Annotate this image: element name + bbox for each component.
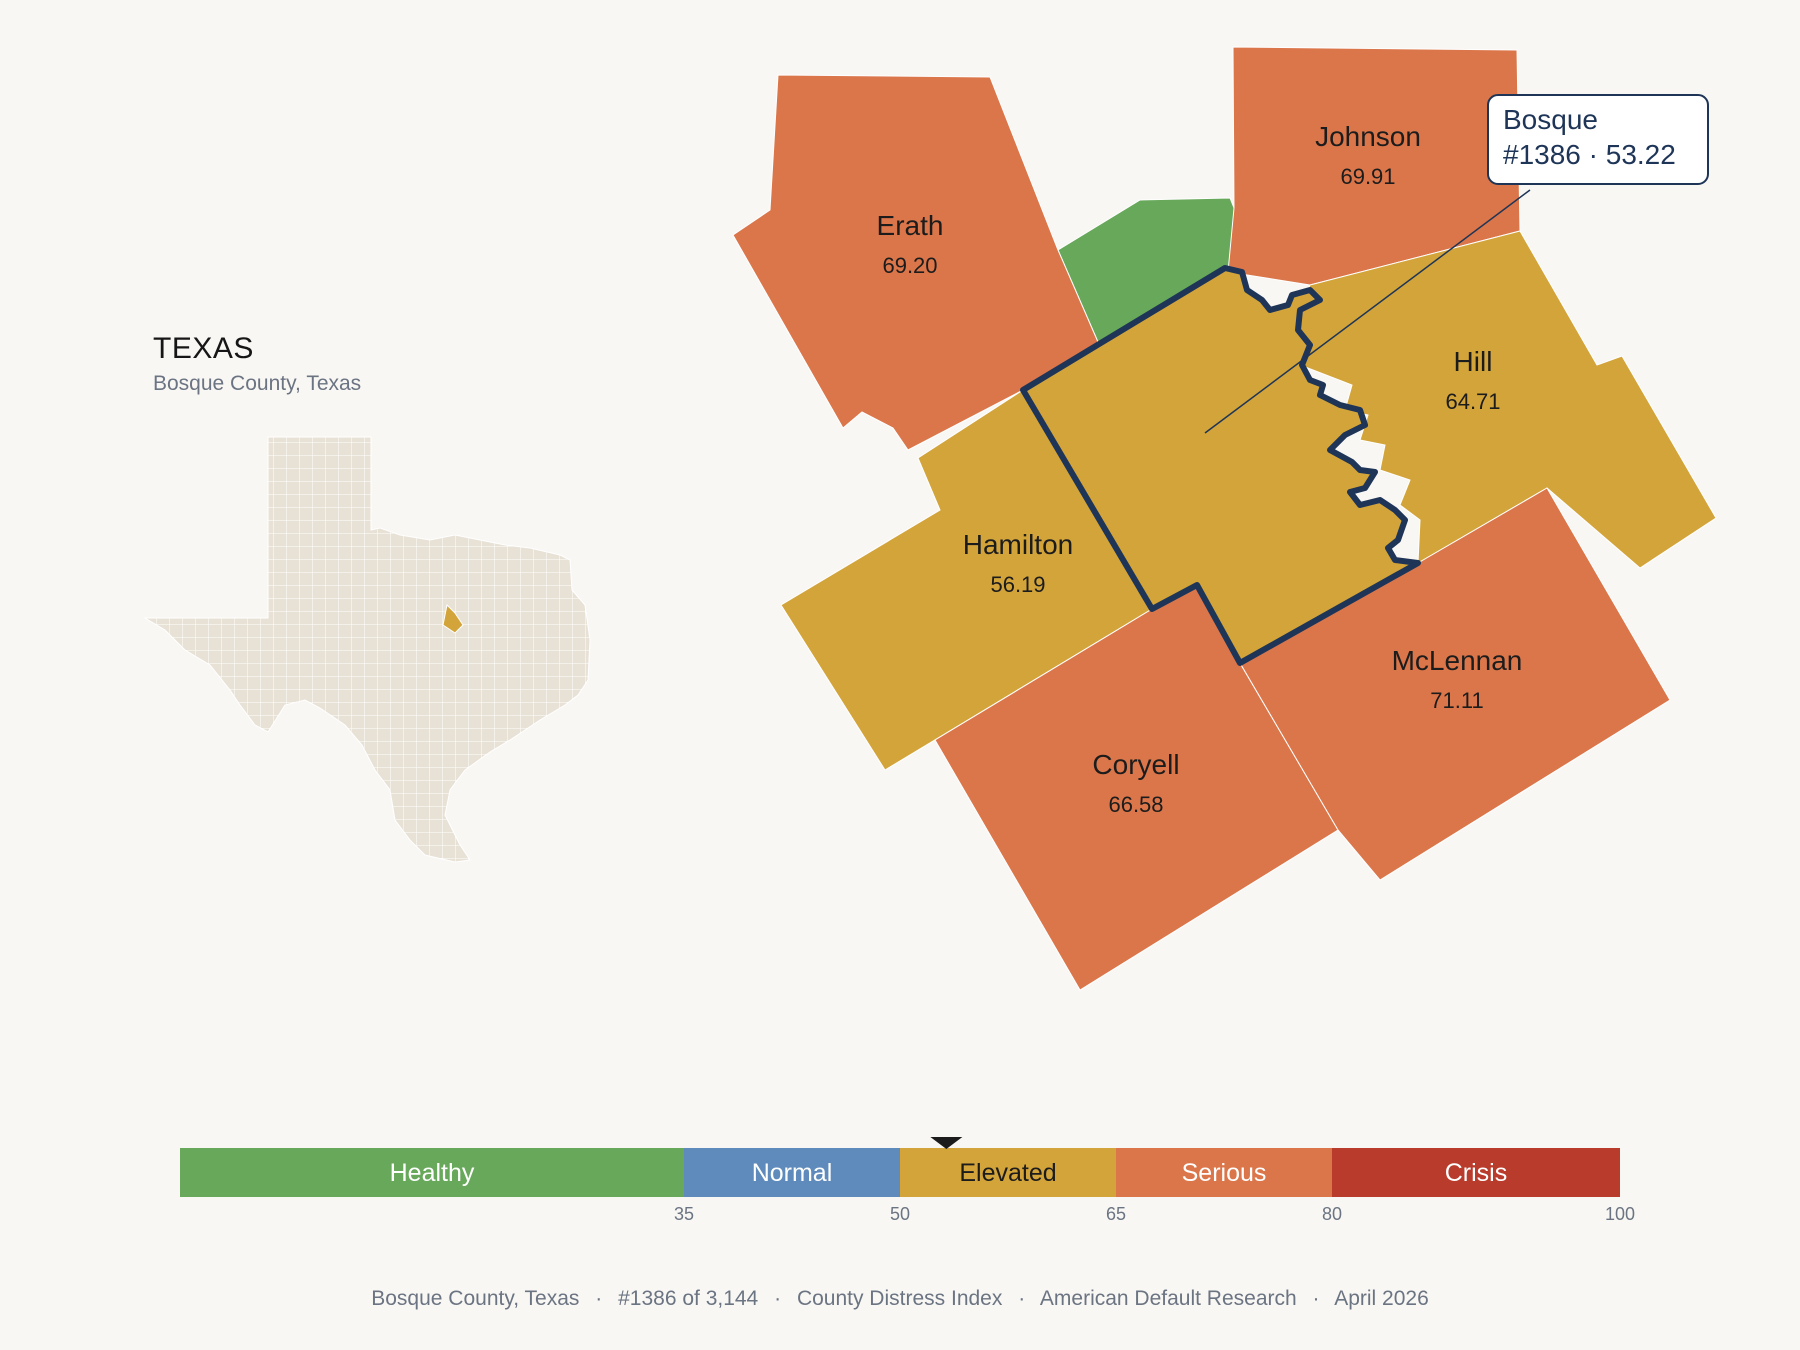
- county-score-coryell: 66.58: [1108, 792, 1163, 817]
- footer: Bosque County, Texas · #1386 of 3,144 · …: [371, 1287, 1429, 1310]
- callout-leader-line: [1204, 189, 1531, 434]
- scale-label-crisis: Crisis: [1445, 1159, 1508, 1187]
- county-hill[interactable]: [1299, 230, 1717, 569]
- callout-county-name: Bosque: [1503, 104, 1598, 135]
- footer-date: April 2026: [1334, 1287, 1429, 1310]
- scale-marker: [930, 1137, 963, 1149]
- county-label-coryell: Coryell: [1092, 749, 1179, 780]
- county-label-erath: Erath: [877, 210, 944, 241]
- county-label-johnson: Johnson: [1315, 121, 1421, 152]
- county-label-mclennan: McLennan: [1392, 645, 1523, 676]
- texas-inset-map: [143, 436, 591, 863]
- county-label-hill: Hill: [1454, 346, 1493, 377]
- scale-label-normal: Normal: [752, 1159, 833, 1187]
- callout-rank-score: #1386 · 53.22: [1503, 139, 1676, 170]
- scale-segment-normal: [684, 1148, 900, 1197]
- county-label-hamilton: Hamilton: [963, 529, 1073, 560]
- state-subtitle: Bosque County, Texas: [153, 372, 362, 395]
- distress-scale: Healthy Normal Elevated Serious Crisis 35 50 6…: [180, 1137, 1635, 1224]
- footer-index-name: County Distress Index: [796, 1287, 1003, 1310]
- county-score-erath: 69.20: [882, 253, 937, 278]
- footer-rank: #1386 of 3,144: [618, 1287, 759, 1310]
- scale-tick-65: 65: [1106, 1204, 1126, 1224]
- scale-tick-50: 50: [890, 1204, 910, 1224]
- inset-highlight-bosque: [442, 603, 464, 634]
- selected-county-callout: Bosque #1386 · 53.22: [1487, 94, 1709, 185]
- county-score-hamilton: 56.19: [990, 572, 1045, 597]
- scale-label-healthy: Healthy: [390, 1159, 475, 1187]
- county-labels: Erath 69.20 Johnson 69.91 Hill 64.71 Ham…: [877, 121, 1523, 817]
- county-bosque-selected[interactable]: [1020, 265, 1421, 666]
- scale-segment-crisis: [1332, 1148, 1620, 1197]
- scale-tick-100: 100: [1605, 1204, 1635, 1224]
- county-layer: [732, 46, 1717, 991]
- state-title: TEXAS: [153, 332, 254, 365]
- scale-segment-elevated: [900, 1148, 1116, 1197]
- scale-segment-serious: [1116, 1148, 1332, 1197]
- footer-publisher: American Default Research: [1039, 1287, 1297, 1310]
- scale-label-elevated: Elevated: [959, 1159, 1056, 1187]
- scale-tick-35: 35: [674, 1204, 694, 1224]
- scale-tick-80: 80: [1322, 1204, 1342, 1224]
- county-score-mclennan: 71.11: [1430, 688, 1483, 713]
- scale-segment-healthy: [180, 1148, 684, 1197]
- county-erath[interactable]: [732, 74, 1099, 451]
- county-score-hill: 64.71: [1445, 389, 1500, 414]
- footer-location: Bosque County, Texas: [371, 1287, 580, 1310]
- county-score-johnson: 69.91: [1340, 164, 1395, 189]
- scale-label-serious: Serious: [1182, 1159, 1267, 1187]
